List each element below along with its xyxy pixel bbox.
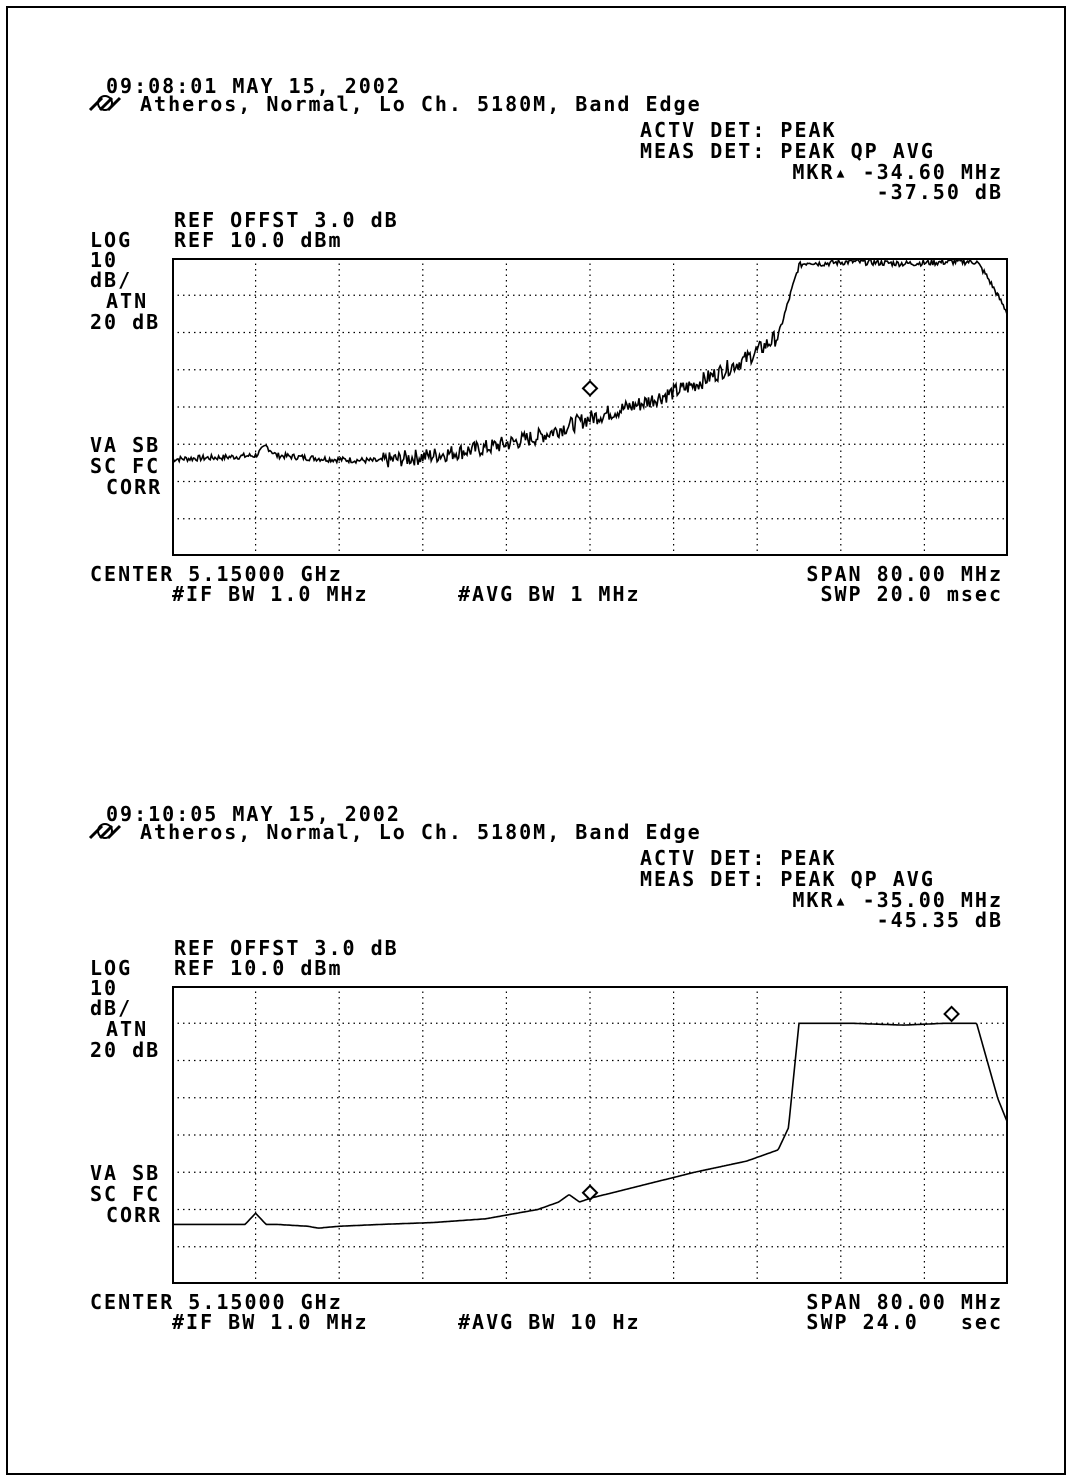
label-atn: ATN xyxy=(106,1017,149,1041)
analyzer-panel-bottom: 09:10:05 MAY 15, 2002 Atheros, Normal, L… xyxy=(0,800,1075,1360)
plot-border xyxy=(172,258,1008,556)
label-10: 10 xyxy=(90,248,119,272)
label-log: LOG xyxy=(90,228,133,252)
analyzer-panel-top: 09:08:01 MAY 15, 2002 Atheros, Normal, L… xyxy=(0,72,1075,632)
label-db-per: dB/ xyxy=(90,268,133,292)
marker-freq: MKR▴ -35.00 MHz xyxy=(792,888,1003,912)
marker-level: -45.35 dB xyxy=(876,908,1003,932)
ref-offset: REF OFFST 3.0 dB xyxy=(174,208,399,232)
meas-det: MEAS DET: PEAK QP AVG xyxy=(640,867,935,891)
chart-title: Atheros, Normal, Lo Ch. 5180M, Band Edge xyxy=(140,820,702,844)
label-sc-fc: SC FC xyxy=(90,454,161,478)
spectrum-trace xyxy=(172,258,1008,468)
chart-title: Atheros, Normal, Lo Ch. 5180M, Band Edge xyxy=(140,92,702,116)
center-freq: CENTER 5.15000 GHz xyxy=(90,1290,343,1314)
avg-bw: #AVG BW 1 MHz xyxy=(458,582,641,606)
label-va-sb: VA SB xyxy=(90,1161,161,1185)
spectrum-plot-bottom xyxy=(172,986,1008,1284)
sweep-time: SWP 24.0 sec xyxy=(806,1310,1003,1334)
label-sc-fc: SC FC xyxy=(90,1182,161,1206)
marker-freq: MKR▴ -34.60 MHz xyxy=(792,160,1003,184)
label-atn-value: 20 dB xyxy=(90,310,161,334)
meas-det: MEAS DET: PEAK QP AVG xyxy=(640,139,935,163)
avg-bw: #AVG BW 10 Hz xyxy=(458,1310,641,1334)
hp-logo-icon xyxy=(88,95,122,112)
sweep-time: SWP 20.0 msec xyxy=(820,582,1003,606)
ref-level: REF 10.0 dBm xyxy=(174,228,343,252)
hp-logo-icon xyxy=(88,823,122,840)
marker-diamond xyxy=(581,1184,599,1202)
spectrum-svg-top xyxy=(172,258,1008,556)
if-bw: #IF BW 1.0 MHz xyxy=(172,582,369,606)
spectrum-svg-bottom xyxy=(172,986,1008,1284)
label-atn-value: 20 dB xyxy=(90,1038,161,1062)
span: SPAN 80.00 MHz xyxy=(806,562,1003,586)
label-log: LOG xyxy=(90,956,133,980)
marker-diamond xyxy=(943,1005,960,1023)
label-atn: ATN xyxy=(106,289,149,313)
label-db-per: dB/ xyxy=(90,996,133,1020)
center-freq: CENTER 5.15000 GHz xyxy=(90,562,343,586)
marker-diamond xyxy=(581,379,599,397)
spectrum-plot-top xyxy=(172,258,1008,556)
ref-offset: REF OFFST 3.0 dB xyxy=(174,936,399,960)
label-corr: CORR xyxy=(106,475,163,499)
span: SPAN 80.00 MHz xyxy=(806,1290,1003,1314)
actv-det: ACTV DET: PEAK xyxy=(640,846,837,870)
timestamp: 09:08:01 MAY 15, 2002 xyxy=(106,74,401,98)
marker-level: -37.50 dB xyxy=(876,180,1003,204)
label-va-sb: VA SB xyxy=(90,433,161,457)
if-bw: #IF BW 1.0 MHz xyxy=(172,1310,369,1334)
label-corr: CORR xyxy=(106,1203,163,1227)
plot-border xyxy=(172,986,1008,1284)
label-10: 10 xyxy=(90,976,119,1000)
ref-level: REF 10.0 dBm xyxy=(174,956,343,980)
actv-det: ACTV DET: PEAK xyxy=(640,118,837,142)
timestamp: 09:10:05 MAY 15, 2002 xyxy=(106,802,401,826)
page-frame xyxy=(6,6,1066,1475)
